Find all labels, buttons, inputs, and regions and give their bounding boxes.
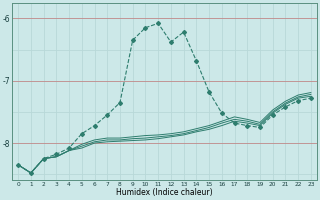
X-axis label: Humidex (Indice chaleur): Humidex (Indice chaleur) [116,188,213,197]
